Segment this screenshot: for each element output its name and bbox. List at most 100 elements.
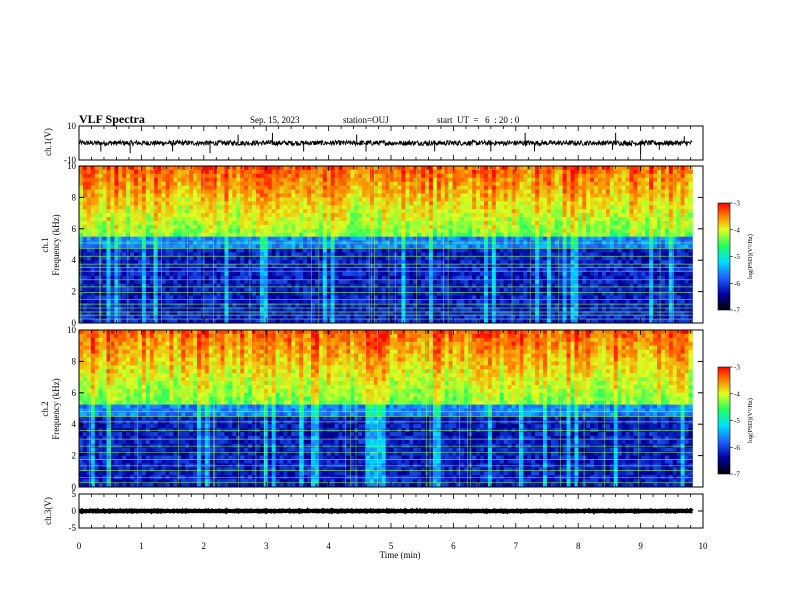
ch1-spec-cell <box>480 224 485 230</box>
ch1-spec-cell <box>326 220 332 226</box>
ch1-spec-cell <box>570 173 575 179</box>
ch1-spec-cell <box>385 283 391 289</box>
ch1-spec-cell <box>511 256 516 261</box>
ch1-spec-cell <box>122 209 127 214</box>
ch1-spec-cell <box>566 252 571 257</box>
ch1-spec-cell <box>86 166 92 171</box>
ch1-spec-cell <box>613 264 619 269</box>
ch1-spec-cell <box>354 197 359 202</box>
ch1-spec-cell <box>680 173 685 179</box>
ch1-spec-cell <box>440 173 446 179</box>
ch1-spec-cell <box>456 244 461 249</box>
ch1-spec-cell <box>421 173 426 179</box>
ch1-spec-cell <box>613 189 619 194</box>
ch1-spec-cell <box>440 209 446 214</box>
ch1-spec-cell <box>590 248 595 253</box>
ch1-spec-cell <box>452 181 457 187</box>
ch1-spec-cell <box>405 264 410 269</box>
ch1-spec-cell <box>110 185 115 190</box>
ch1-spec-cell <box>114 275 119 281</box>
ch1-spec-cell <box>421 275 426 281</box>
ch1-spec-cell <box>326 169 332 175</box>
ch1-spec-cell <box>354 181 359 187</box>
ch1-spec-cell <box>421 181 426 187</box>
ch1-spec-cell <box>366 271 371 277</box>
ch1-spec-cell <box>487 232 493 238</box>
ch1-spec-cell <box>354 169 359 175</box>
ch1-spec-cell <box>519 256 524 261</box>
ch1-spec-cell <box>653 283 658 289</box>
ch1-spec-cell <box>196 213 202 218</box>
ch1-spec-cell <box>173 244 178 249</box>
ch1-spec-cell <box>106 197 111 202</box>
ch1-spec-cell <box>531 228 536 234</box>
ch1-spec-cell <box>413 189 418 194</box>
ch1-spec-cell <box>334 205 339 210</box>
ch1-spec-cell <box>252 260 257 265</box>
ch1-spec-cell <box>480 252 485 257</box>
ch1-spec-cell <box>448 169 453 175</box>
ch1-spec-cell <box>672 252 678 257</box>
ch1-spec-cell <box>134 217 139 222</box>
ch1-spec-cell <box>649 244 654 249</box>
ch1-spec-cell <box>248 271 253 277</box>
ch1-spec-cell <box>672 248 678 253</box>
ch1-spec-cell <box>558 232 564 238</box>
ch1-spec-cell <box>342 193 347 198</box>
ch1-spec-cell <box>511 268 516 273</box>
ch1-spec-cell <box>161 189 166 194</box>
ch1-spec-cell <box>346 201 351 206</box>
ch1-spec-cell <box>385 275 391 281</box>
ch1-spec-cell <box>326 217 332 222</box>
ch1-spec-cell <box>322 166 328 171</box>
ch1-spec-cell <box>401 279 406 285</box>
ch1-spec-cell <box>189 244 194 249</box>
ch1-spec-cell <box>617 217 623 222</box>
ch1-spec-cell <box>369 271 375 277</box>
ch1-spec-cell <box>255 256 261 261</box>
ch1-spec-cell <box>275 209 280 214</box>
ch1-spec-cell <box>346 252 351 257</box>
ch1-spec-cell <box>224 275 229 281</box>
ch1-spec-cell <box>295 256 300 261</box>
ch1-spec-cell <box>625 252 630 257</box>
ch1-spec-cell <box>299 228 304 234</box>
ch1-spec-cell <box>456 232 461 238</box>
ch1-spec-cell <box>236 275 241 281</box>
ch1-spec-cell <box>401 268 406 273</box>
ch1-spec-cell <box>106 228 111 234</box>
ch1-spec-cell <box>389 268 394 273</box>
ch1-spec-cell <box>464 217 469 222</box>
ch1-spec-cell <box>428 283 434 289</box>
ch1-spec-cell <box>173 232 178 238</box>
ch1-spec-cell <box>554 283 560 289</box>
ch1-spec-cell <box>291 275 296 281</box>
ch1-spec-cell <box>208 279 214 285</box>
ch1-spec-cell <box>102 244 107 249</box>
ch1-spec-cell <box>161 287 166 293</box>
ch1-spec-cell <box>601 193 607 198</box>
ch1-spec-cell <box>220 185 225 190</box>
ch1-spec-cell <box>314 283 320 289</box>
ch1-spec-cell <box>417 256 422 261</box>
ch1-spec-cell <box>314 189 320 194</box>
ch1-spec-cell <box>425 201 430 206</box>
ch1-spec-cell <box>413 177 418 183</box>
ch1-spec-cell <box>248 166 253 171</box>
ch1-spec-cell <box>369 279 375 285</box>
ch1-spec-cell <box>299 279 304 285</box>
ch1-spec-cell <box>114 185 119 190</box>
ch1-spec-cell <box>303 169 308 175</box>
ch1-spec-cell <box>346 189 351 194</box>
ch1-spec-cell <box>487 181 493 187</box>
ch1-spec-cell <box>307 173 312 179</box>
ch1-spec-cell <box>499 169 505 175</box>
ch1-spec-cell <box>436 224 442 230</box>
ch1-spec-cell <box>307 177 312 183</box>
ch1-spec-cell <box>684 232 689 238</box>
ch1-spec-cell <box>358 181 363 187</box>
ch1-spec-cell <box>550 197 556 202</box>
ch1-spec-cell <box>484 205 489 210</box>
ch1-spec-cell <box>82 264 88 269</box>
ch1-spec-cell <box>381 260 387 265</box>
